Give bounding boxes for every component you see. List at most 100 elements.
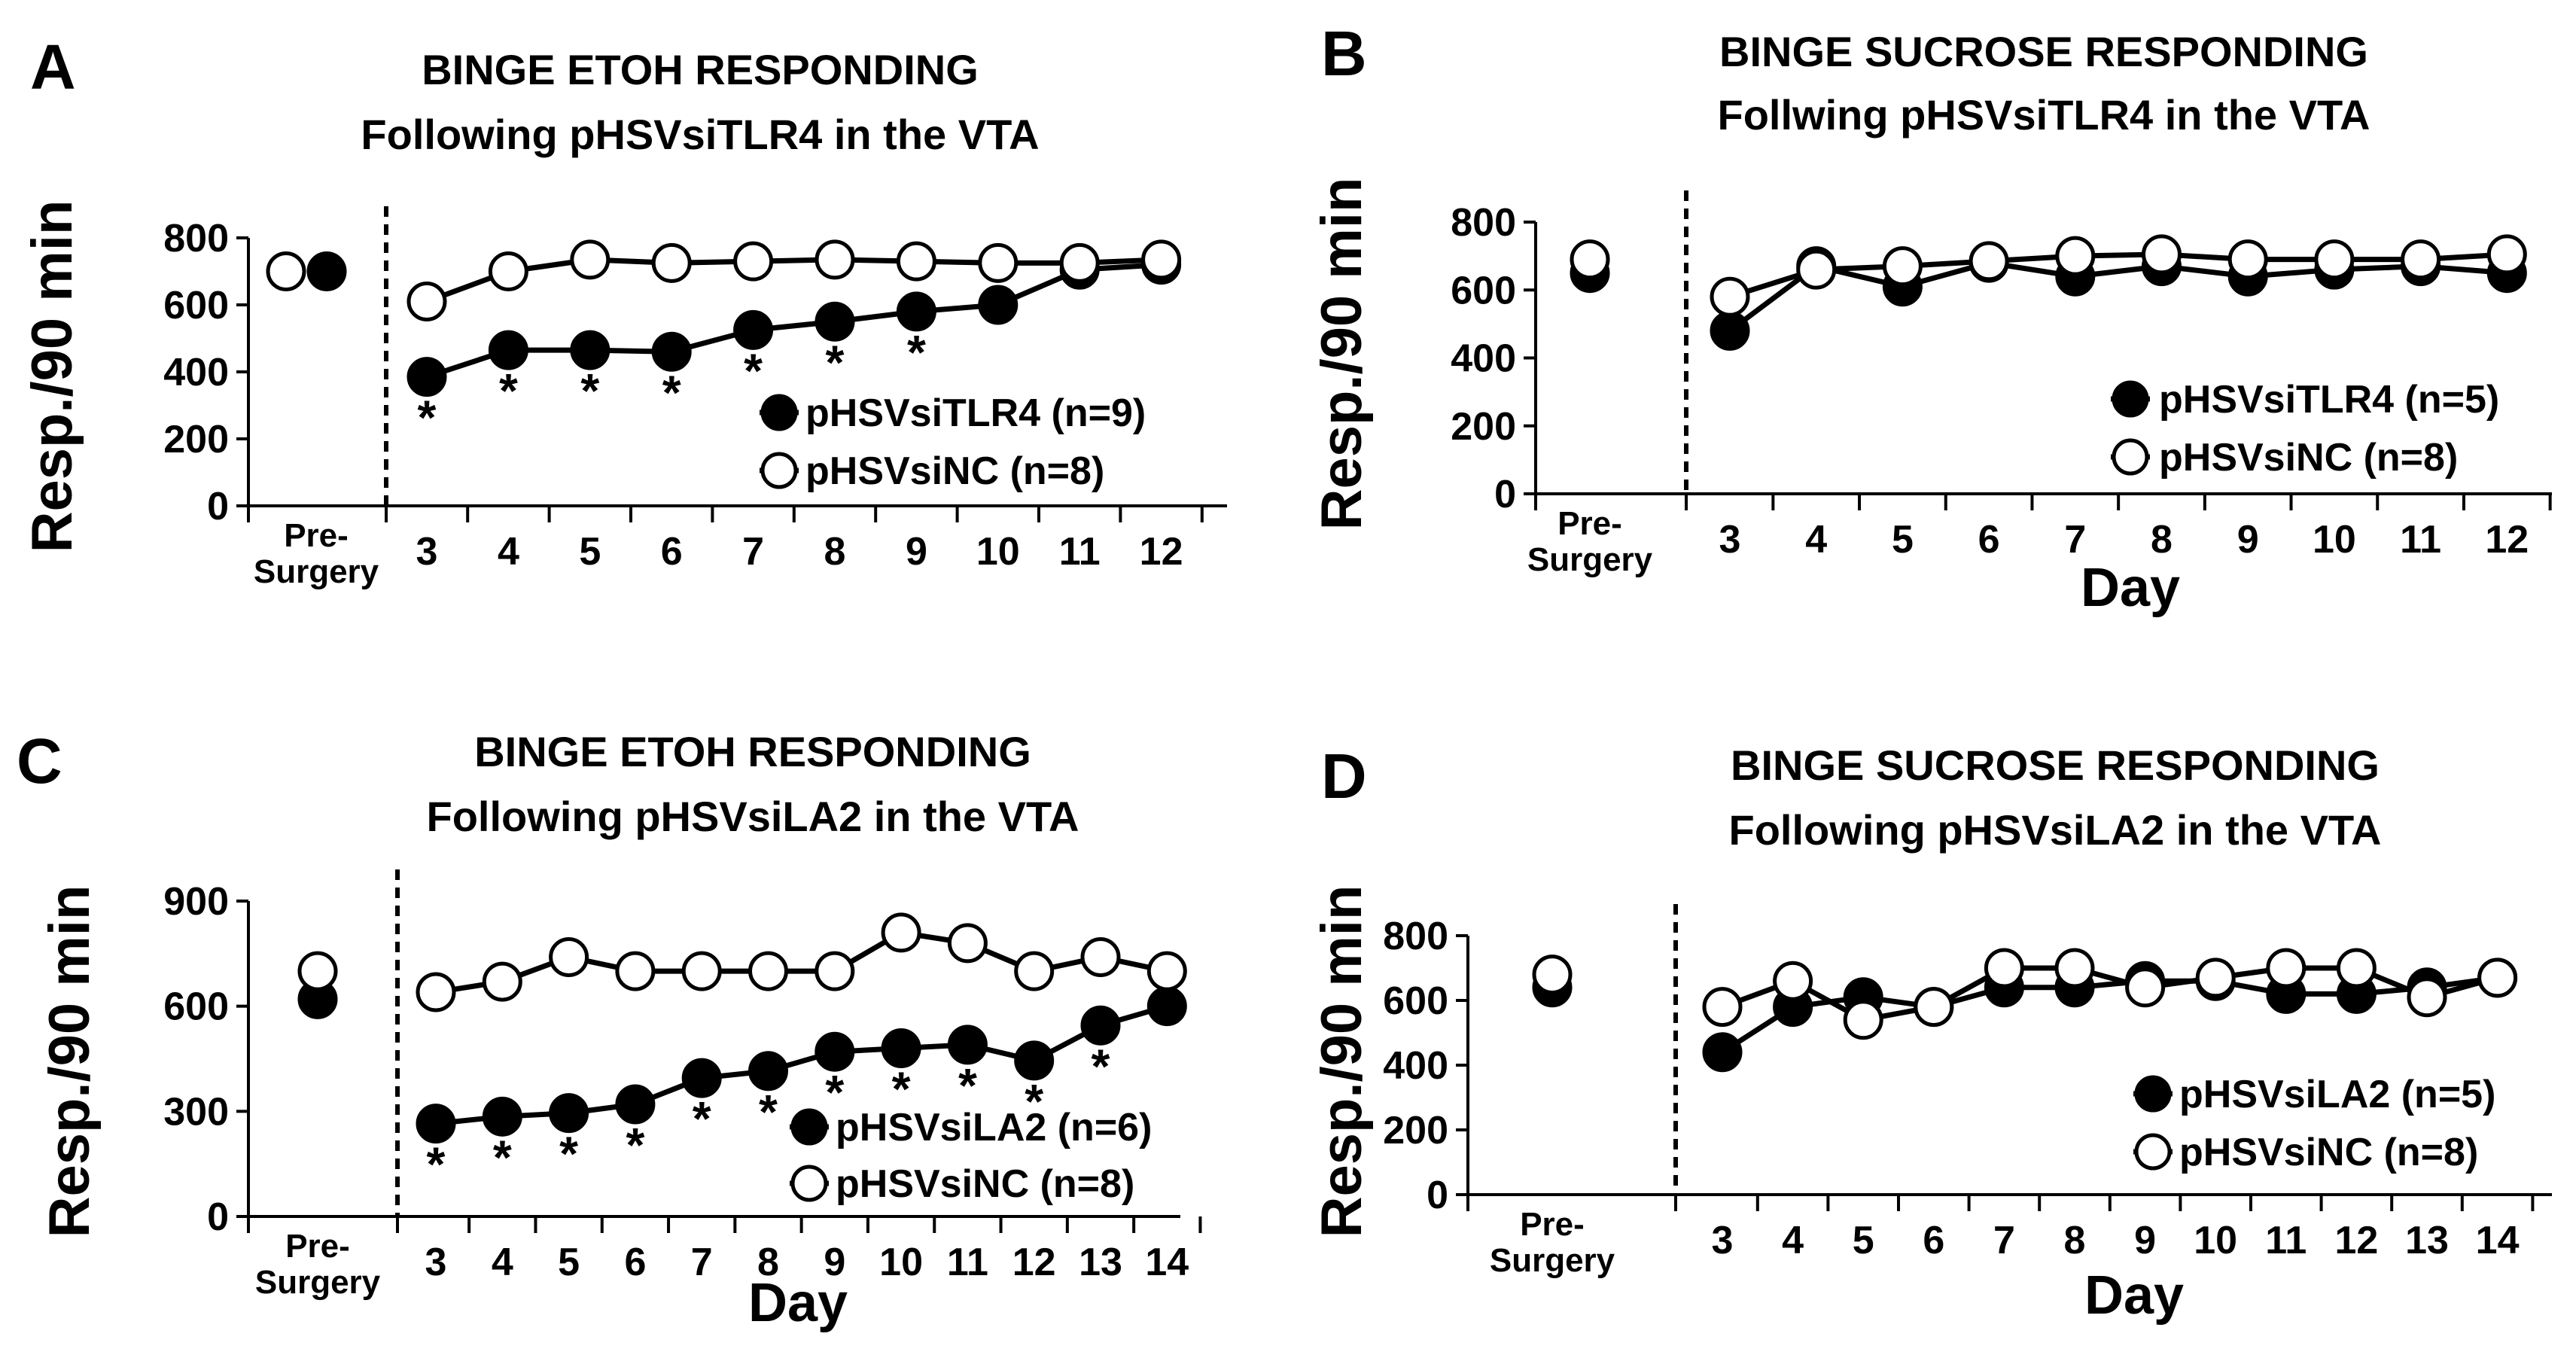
panel-a: A BINGE ETOH RESPONDING Following pHSVsiTL…: [20, 32, 1227, 590]
data-point-open: [2142, 234, 2182, 275]
x-tick-label: 12: [1140, 530, 1183, 574]
data-point-open: [2125, 967, 2166, 1008]
data-point-filled: [815, 1031, 855, 1072]
y-tick-label: 600: [163, 985, 229, 1029]
x-tick-label: 5: [1853, 1219, 1874, 1262]
data-point-open: [815, 239, 855, 280]
significance-marker: *: [907, 325, 926, 379]
data-point-open: [2055, 236, 2096, 276]
significance-marker: *: [626, 1118, 644, 1172]
x-tick-label: 5: [558, 1241, 580, 1284]
x-tick-label: 10: [976, 530, 1020, 574]
significance-marker: *: [427, 1137, 446, 1192]
data-point-open: [2486, 234, 2527, 275]
x-tick-label: 4: [1805, 518, 1827, 562]
data-point-open: [2054, 948, 2095, 988]
data-point-open: [2336, 948, 2377, 988]
x-tick-label: 9: [824, 1241, 845, 1284]
x-tick-label: 13: [2405, 1219, 2449, 1262]
data-point-open: [681, 951, 722, 991]
data-point-filled: [881, 1028, 921, 1069]
data-point-open: [570, 239, 611, 280]
y-tick-label: 200: [1451, 405, 1516, 449]
data-point-open: [406, 282, 447, 322]
data-point-filled: [1710, 310, 1750, 351]
presurgery-label-line1: Pre-: [284, 517, 349, 554]
legend-label: pHSVsiNC (n=8): [805, 449, 1104, 493]
y-axis-label: Resp./90 min: [1310, 178, 1374, 531]
data-point-filled: [416, 1104, 456, 1144]
data-point-open: [1882, 246, 1923, 287]
x-tick-label: 12: [2485, 518, 2529, 562]
panel-d: D BINGE SUCROSE RESPONDING Following pHSVs…: [1310, 741, 2552, 1326]
significance-marker: *: [892, 1062, 911, 1116]
x-tick-label: 8: [757, 1241, 779, 1284]
y-tick-label: 800: [1383, 915, 1448, 958]
data-point-filled: [488, 330, 528, 370]
chart-title-line1: BINGE ETOH RESPONDING: [474, 728, 1031, 775]
y-tick-label: 600: [163, 284, 229, 327]
significance-marker: *: [1025, 1074, 1043, 1128]
x-tick-label: 4: [498, 530, 519, 574]
chart-title-line1: BINGE ETOH RESPONDING: [422, 46, 979, 93]
x-tick-label: 6: [1923, 1219, 1944, 1262]
panel-letter: C: [17, 726, 62, 796]
panel-b: B BINGE SUCROSE RESPONDING Follwing pHSVsi…: [1310, 18, 2552, 618]
significance-marker: *: [693, 1092, 711, 1146]
y-tick-label: 800: [163, 217, 229, 260]
data-point-open: [1059, 242, 1100, 283]
y-tick-label: 400: [163, 351, 229, 394]
y-tick-label: 0: [1494, 473, 1516, 516]
data-point-open: [815, 951, 855, 991]
y-axis-label: Resp./90 min: [20, 200, 84, 553]
data-point-open: [1080, 936, 1121, 977]
x-tick-label: 7: [2064, 518, 2086, 562]
legend-label: pHSVsiNC (n=8): [2159, 436, 2458, 480]
legend-marker-open: [2112, 438, 2149, 476]
y-axis-label: Resp./90 min: [1310, 885, 1374, 1238]
data-point-open: [1969, 241, 2009, 282]
x-axis-label: Day: [2081, 558, 2180, 618]
x-tick-label: 3: [416, 530, 438, 574]
x-tick-label: 7: [691, 1241, 713, 1284]
x-tick-label: 12: [1012, 1241, 1056, 1284]
data-point-filled: [1702, 1032, 1743, 1073]
presurgery-label-line1: Pre-: [1557, 505, 1622, 542]
presurgery-point-filled: [306, 251, 347, 291]
x-axis-label: Day: [748, 1273, 848, 1333]
presurgery-label-line2: Surgery: [255, 1264, 381, 1301]
data-point-filled: [1146, 986, 1187, 1027]
significance-marker: *: [493, 1130, 512, 1184]
data-point-filled: [748, 1051, 788, 1092]
series-line-open: [425, 257, 1162, 304]
significance-marker: *: [958, 1058, 977, 1113]
x-tick-label: 12: [2334, 1219, 2378, 1262]
significance-marker: *: [418, 391, 437, 445]
data-point-open: [1773, 961, 1813, 1001]
x-tick-label: 11: [2400, 518, 2441, 562]
x-tick-label: 5: [1892, 518, 1914, 562]
significance-marker: *: [662, 365, 681, 419]
significance-marker: *: [825, 1065, 844, 1119]
x-tick-label: 13: [1079, 1241, 1122, 1284]
x-tick-label: 6: [1978, 518, 2000, 562]
presurgery-label-line1: Pre-: [1520, 1206, 1585, 1243]
y-tick-label: 0: [207, 485, 229, 528]
data-point-filled: [570, 330, 611, 370]
data-point-filled: [1014, 1040, 1055, 1081]
presurgery-label-line2: Surgery: [254, 553, 379, 590]
x-tick-label: 10: [2194, 1219, 2237, 1262]
legend-label: pHSVsiLA2 (n=6): [836, 1106, 1152, 1149]
legend-marker-open: [790, 1165, 828, 1202]
y-tick-label: 400: [1383, 1044, 1448, 1088]
data-point-open: [651, 242, 692, 283]
x-tick-label: 5: [579, 530, 601, 574]
y-tick-label: 600: [1383, 979, 1448, 1023]
y-tick-label: 400: [1451, 337, 1516, 381]
panel-letter: D: [1321, 741, 1367, 811]
legend-marker-filled: [2134, 1075, 2172, 1113]
significance-marker: *: [744, 343, 763, 397]
data-point-open: [947, 923, 988, 964]
x-tick-label: 8: [824, 530, 846, 574]
panel-letter: B: [1321, 18, 1367, 89]
